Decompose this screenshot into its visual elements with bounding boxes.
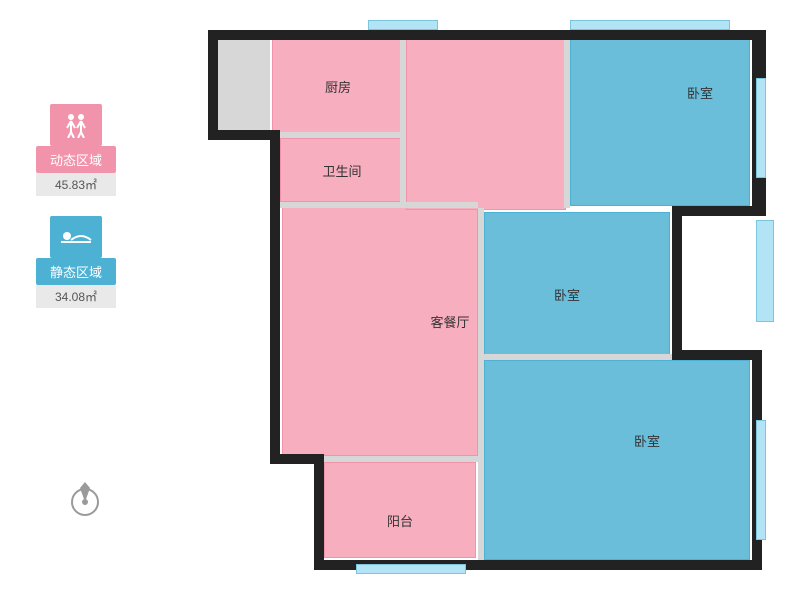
window [570, 20, 730, 30]
legend-static-value: 34.08㎡ [36, 285, 116, 308]
room-label: 卧室 [554, 285, 580, 304]
room-卧室: 卧室 [484, 212, 670, 356]
outer-wall [208, 30, 766, 40]
room-卫生间: 卫生间 [280, 138, 404, 202]
room-label: 阳台 [387, 511, 413, 530]
room-阳台: 阳台 [324, 462, 476, 558]
outer-wall [314, 454, 324, 568]
room-厨房: 厨房 [272, 38, 404, 134]
outer-wall [270, 130, 280, 462]
legend-dynamic-label: 动态区域 [36, 146, 116, 173]
room-label: 客餐厅 [430, 312, 469, 331]
room-卧室: 卧室 [570, 38, 750, 206]
room-label: 卫生间 [322, 161, 361, 180]
room-客餐厅: 客餐厅 [282, 206, 478, 456]
window [368, 20, 438, 30]
floor-plan: 厨房卫生间客餐厅阳台卧室卧室卧室 [200, 20, 766, 582]
room-客餐厅-upper [406, 38, 566, 210]
room-label: 卧室 [687, 83, 713, 102]
inner-wall [278, 132, 404, 138]
inner-wall [478, 456, 484, 562]
window [356, 564, 466, 574]
legend: 动态区域 45.83㎡ 静态区域 34.08㎡ [36, 104, 116, 328]
legend-static-label: 静态区域 [36, 258, 116, 285]
outer-wall [208, 130, 278, 140]
outer-wall [672, 206, 766, 216]
outer-wall [208, 30, 218, 138]
room-卧室: 卧室 [484, 360, 750, 560]
window [756, 420, 766, 540]
compass-icon [68, 478, 102, 512]
legend-static: 静态区域 34.08㎡ [36, 216, 116, 308]
window [756, 78, 766, 178]
outer-wall [672, 350, 762, 360]
window [756, 220, 774, 322]
people-icon [50, 104, 102, 146]
outer-wall [672, 206, 682, 356]
inner-wall [218, 38, 270, 132]
inner-wall [278, 202, 478, 208]
room-label: 卧室 [634, 431, 660, 450]
sleep-icon [50, 216, 102, 258]
inner-wall [478, 208, 484, 458]
legend-dynamic-value: 45.83㎡ [36, 173, 116, 196]
room-label: 厨房 [325, 77, 351, 96]
legend-dynamic: 动态区域 45.83㎡ [36, 104, 116, 196]
inner-wall [400, 38, 406, 204]
inner-wall [564, 38, 570, 208]
